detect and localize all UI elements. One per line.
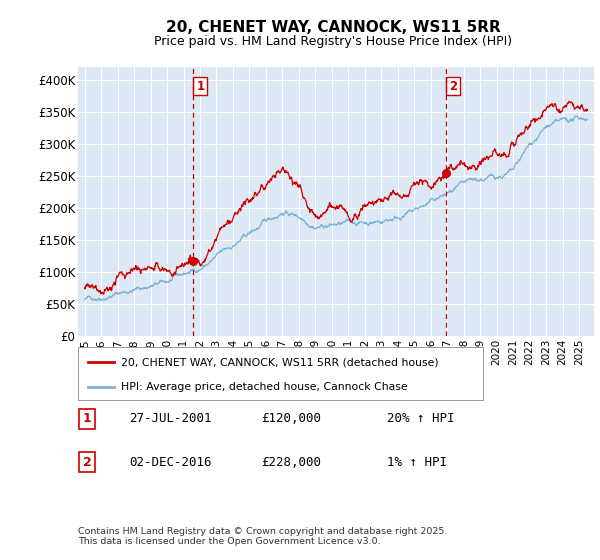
Text: Contains HM Land Registry data © Crown copyright and database right 2025.
This d: Contains HM Land Registry data © Crown c… bbox=[78, 526, 448, 546]
Text: 20% ↑ HPI: 20% ↑ HPI bbox=[387, 412, 455, 426]
Text: 1: 1 bbox=[196, 80, 205, 92]
Text: 1: 1 bbox=[83, 412, 91, 426]
Text: £120,000: £120,000 bbox=[261, 412, 321, 426]
Text: HPI: Average price, detached house, Cannock Chase: HPI: Average price, detached house, Cann… bbox=[121, 382, 407, 392]
Text: 1% ↑ HPI: 1% ↑ HPI bbox=[387, 455, 447, 469]
Text: £228,000: £228,000 bbox=[261, 455, 321, 469]
Text: 20, CHENET WAY, CANNOCK, WS11 5RR (detached house): 20, CHENET WAY, CANNOCK, WS11 5RR (detac… bbox=[121, 357, 438, 367]
Text: 02-DEC-2016: 02-DEC-2016 bbox=[129, 455, 212, 469]
Text: 2: 2 bbox=[83, 455, 91, 469]
Text: 2: 2 bbox=[449, 80, 457, 92]
Text: Price paid vs. HM Land Registry's House Price Index (HPI): Price paid vs. HM Land Registry's House … bbox=[154, 35, 512, 48]
Text: 27-JUL-2001: 27-JUL-2001 bbox=[129, 412, 212, 426]
Text: 20, CHENET WAY, CANNOCK, WS11 5RR: 20, CHENET WAY, CANNOCK, WS11 5RR bbox=[166, 20, 500, 35]
